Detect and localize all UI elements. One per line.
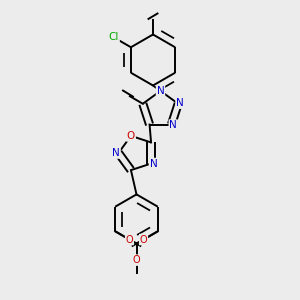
Text: O: O bbox=[126, 235, 133, 244]
Text: O: O bbox=[140, 235, 147, 244]
Text: N: N bbox=[157, 86, 164, 96]
Text: N: N bbox=[150, 159, 157, 169]
Text: N: N bbox=[176, 98, 184, 108]
Text: N: N bbox=[112, 148, 120, 158]
Text: Cl: Cl bbox=[109, 32, 119, 42]
Text: N: N bbox=[169, 120, 177, 130]
Text: O: O bbox=[127, 131, 135, 141]
Text: O: O bbox=[133, 255, 140, 265]
